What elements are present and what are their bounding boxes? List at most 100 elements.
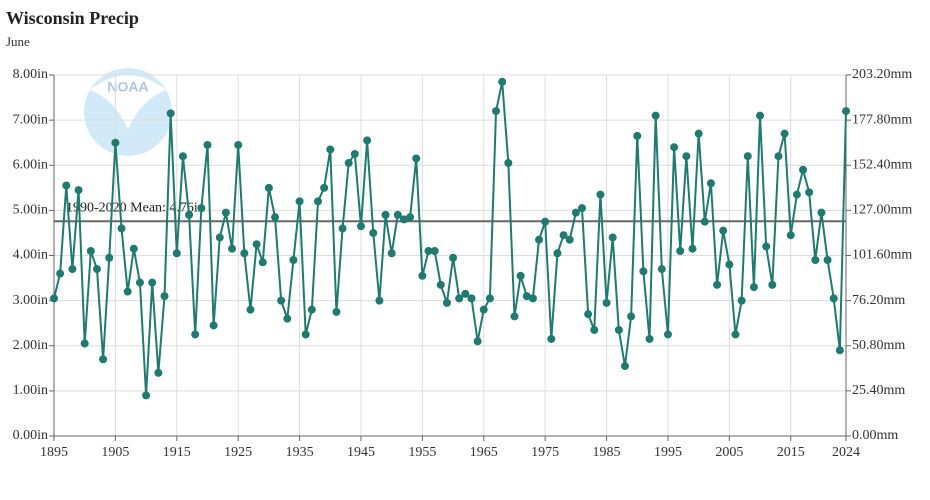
- data-point: [277, 296, 286, 305]
- y2-tick-label: 203.20mm: [852, 67, 912, 82]
- data-point: [344, 158, 353, 167]
- data-point: [99, 355, 108, 364]
- data-point: [80, 339, 89, 348]
- data-point: [356, 222, 365, 231]
- data-point: [792, 190, 801, 199]
- data-point: [191, 330, 200, 339]
- data-point: [172, 249, 181, 258]
- data-point: [756, 111, 765, 120]
- y2-tick-label: 177.80mm: [852, 112, 912, 127]
- x-tick-label: 1945: [347, 445, 375, 460]
- data-point: [215, 233, 224, 242]
- y-tick-label: 4.00in: [13, 248, 48, 263]
- data-point: [387, 249, 396, 258]
- x-tick-label: 1995: [654, 445, 682, 460]
- x-tick-label: 2005: [715, 445, 743, 460]
- data-point: [786, 231, 795, 240]
- data-point: [799, 165, 808, 174]
- data-point: [823, 256, 832, 265]
- data-point: [725, 260, 734, 269]
- data-point: [811, 256, 820, 265]
- data-point: [50, 294, 58, 303]
- data-point: [301, 330, 310, 339]
- data-point: [135, 278, 144, 287]
- data-point: [602, 298, 611, 307]
- data-point: [111, 138, 120, 147]
- data-point: [510, 312, 519, 321]
- data-point: [92, 265, 101, 274]
- data-point: [676, 246, 685, 255]
- data-point: [399, 215, 408, 224]
- data-point: [381, 210, 390, 219]
- data-point: [148, 278, 157, 287]
- data-point: [166, 109, 175, 118]
- data-point: [56, 269, 65, 278]
- data-point: [363, 136, 372, 145]
- data-point: [620, 362, 629, 371]
- x-tick-label: 1975: [531, 445, 559, 460]
- data-point: [639, 267, 648, 276]
- data-point: [719, 226, 728, 235]
- data-point: [768, 280, 777, 289]
- data-point: [571, 208, 580, 217]
- data-point: [424, 246, 433, 255]
- data-point: [713, 280, 722, 289]
- data-point: [743, 152, 752, 161]
- data-point: [682, 152, 691, 161]
- x-tick-label: 1925: [224, 445, 252, 460]
- logo-circle: [84, 68, 172, 156]
- y-tick-label: 8.00in: [13, 67, 48, 82]
- data-point: [547, 334, 556, 343]
- data-point: [258, 258, 267, 267]
- x-tick-label: 1955: [408, 445, 436, 460]
- data-point: [314, 197, 322, 206]
- data-point: [479, 305, 488, 314]
- data-point: [485, 294, 494, 303]
- data-point: [762, 242, 771, 251]
- data-point: [663, 330, 672, 339]
- data-point: [252, 240, 261, 249]
- data-point: [842, 107, 850, 116]
- x-tick-label: 1985: [593, 445, 621, 460]
- x-tick-label: 1895: [40, 445, 68, 460]
- data-point: [498, 77, 507, 86]
- data-point: [234, 140, 243, 149]
- data-point: [706, 179, 715, 188]
- data-point: [123, 287, 132, 296]
- data-point: [117, 224, 126, 233]
- data-point: [749, 283, 758, 292]
- y2-tick-label: 50.80mm: [852, 338, 905, 353]
- data-point: [835, 346, 844, 355]
- data-point: [578, 204, 586, 213]
- data-point: [492, 107, 501, 116]
- data-point: [553, 249, 562, 258]
- data-point: [332, 307, 341, 316]
- series-line: [53, 81, 847, 396]
- data-point: [129, 244, 138, 253]
- data-point: [565, 235, 574, 244]
- y-tick-label: 1.00in: [13, 383, 48, 398]
- data-point: [430, 246, 439, 255]
- y2-tick-label: 76.20mm: [852, 293, 905, 308]
- data-point: [774, 152, 783, 161]
- data-point: [528, 294, 537, 303]
- data-point: [68, 265, 77, 274]
- data-point: [541, 217, 550, 226]
- data-point: [442, 298, 451, 307]
- data-point: [105, 253, 114, 262]
- data-point: [584, 310, 593, 319]
- data-point: [504, 158, 513, 167]
- x-tick-label: 2015: [777, 445, 805, 460]
- data-point: [369, 228, 378, 237]
- chart-subtitle: June: [6, 34, 30, 49]
- data-point: [645, 334, 654, 343]
- data-point: [338, 224, 347, 233]
- data-point: [633, 131, 642, 140]
- data-point: [283, 314, 292, 323]
- x-tick-label: 2024: [832, 445, 860, 460]
- data-point: [289, 256, 298, 265]
- data-point: [240, 249, 249, 258]
- data-point: [307, 305, 316, 314]
- data-point: [694, 129, 703, 138]
